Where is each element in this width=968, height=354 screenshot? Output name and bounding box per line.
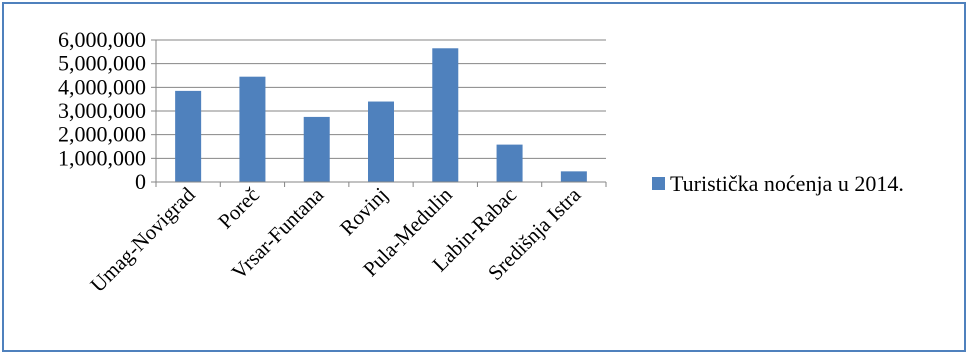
x-tick-label: Umag-Novigrad — [85, 182, 200, 297]
y-tick-label: 3,000,000 — [58, 98, 146, 123]
legend-swatch — [652, 177, 665, 190]
x-tick-label: Rovinj — [335, 183, 392, 240]
y-tick-label: 4,000,000 — [58, 74, 146, 99]
bar — [368, 101, 394, 182]
legend-label: Turistička noćenja u 2014. — [670, 171, 904, 196]
bar — [496, 144, 523, 182]
gridlines — [156, 39, 606, 159]
bar — [239, 76, 266, 182]
bar — [303, 116, 330, 182]
legend: Turistička noćenja u 2014. — [652, 171, 904, 196]
bar — [560, 171, 587, 182]
bar — [175, 90, 202, 182]
y-tick-label: 5,000,000 — [58, 51, 146, 76]
y-tick-label: 6,000,000 — [58, 27, 146, 52]
y-tick-label: 0 — [135, 169, 146, 194]
y-tick-labels: 01,000,0002,000,0003,000,0004,000,0005,0… — [58, 27, 146, 194]
y-tick-label: 1,000,000 — [58, 145, 146, 170]
bar — [432, 48, 459, 183]
y-tick-label: 2,000,000 — [58, 122, 146, 147]
bars — [175, 48, 587, 183]
axes — [151, 39, 607, 187]
x-tick-label: Poreč — [213, 183, 264, 234]
